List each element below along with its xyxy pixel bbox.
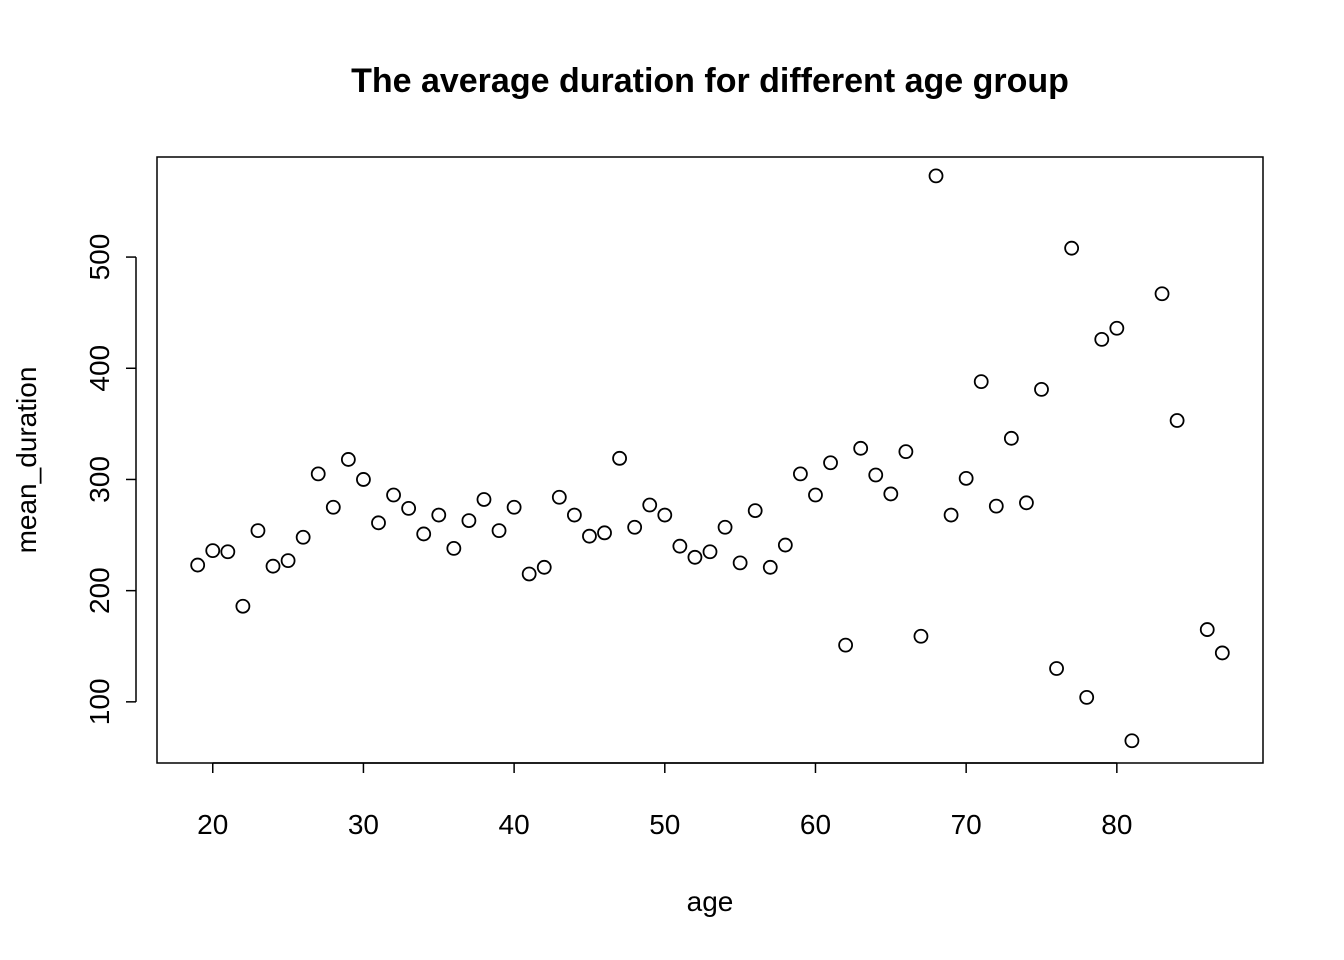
data-point — [265, 558, 281, 574]
data-point — [988, 498, 1004, 514]
data-point — [793, 466, 808, 482]
data-point — [687, 549, 703, 565]
data-point — [627, 519, 643, 535]
data-point — [1109, 320, 1125, 336]
data-point — [823, 455, 838, 471]
data-point — [1124, 733, 1140, 749]
data-point — [190, 557, 206, 573]
data-point — [1019, 495, 1034, 511]
data-point — [220, 544, 236, 560]
data-point — [1049, 661, 1064, 676]
data-point — [913, 628, 929, 644]
data-point — [506, 499, 522, 515]
data-point — [777, 537, 793, 553]
data-point — [642, 497, 658, 513]
x-axis-label: age — [687, 886, 734, 917]
data-point — [371, 515, 386, 531]
data-point — [566, 507, 582, 523]
data-point — [401, 500, 417, 516]
x-tick-label: 40 — [499, 809, 530, 840]
data-point — [612, 450, 627, 466]
data-point — [702, 544, 718, 560]
data-point — [205, 543, 221, 559]
y-tick-label: 500 — [84, 234, 115, 281]
data-point — [461, 513, 477, 528]
data-point — [356, 472, 371, 487]
y-axis-label: mean_duration — [11, 367, 42, 554]
data-point — [310, 466, 326, 482]
data-point — [853, 440, 869, 456]
data-point — [958, 470, 974, 486]
y-axis-ticks: 100 200 300 400 500 — [84, 234, 136, 725]
data-point — [868, 467, 884, 483]
x-tick-label: 20 — [197, 809, 228, 840]
data-point — [295, 529, 311, 545]
y-tick-label: 100 — [84, 678, 115, 725]
data-point — [838, 637, 854, 653]
data-point — [928, 168, 944, 184]
data-point — [1199, 622, 1215, 637]
data-point — [883, 486, 899, 502]
plot-frame — [156, 156, 1264, 764]
data-point — [536, 559, 552, 575]
y-tick-label: 200 — [84, 567, 115, 614]
data-point — [762, 559, 778, 575]
x-tick-label: 70 — [951, 809, 982, 840]
data-point — [597, 525, 612, 541]
data-point — [1214, 645, 1230, 661]
data-point — [747, 503, 763, 518]
chart-title: The average duration for different age g… — [351, 62, 1069, 100]
data-point — [1154, 286, 1170, 302]
data-point — [717, 519, 733, 535]
x-tick-label: 30 — [348, 809, 379, 840]
data-point — [582, 528, 597, 544]
data-point — [280, 553, 296, 569]
data-point — [235, 598, 251, 614]
data-point — [386, 487, 401, 503]
data-point — [340, 452, 356, 467]
data-point — [943, 507, 959, 523]
data-points — [190, 168, 1230, 749]
data-point — [325, 499, 341, 515]
data-point — [416, 526, 432, 542]
data-point — [898, 444, 914, 460]
data-point — [446, 540, 462, 556]
x-tick-label: 80 — [1101, 809, 1132, 840]
data-point — [808, 487, 823, 503]
data-point — [1079, 689, 1095, 705]
y-tick-label: 300 — [84, 456, 115, 503]
data-point — [1169, 413, 1185, 428]
data-point — [657, 507, 673, 523]
x-axis-ticks: 20 30 40 50 60 70 80 — [197, 763, 1132, 840]
data-point — [1064, 240, 1080, 256]
data-point — [491, 523, 507, 539]
data-point — [672, 538, 688, 554]
y-tick-label: 400 — [84, 345, 115, 392]
data-point — [1094, 331, 1110, 347]
data-point — [1034, 381, 1049, 397]
x-tick-label: 60 — [800, 809, 831, 840]
data-point — [521, 566, 537, 582]
x-tick-label: 50 — [649, 809, 680, 840]
data-point — [431, 507, 447, 523]
data-point — [1003, 430, 1019, 446]
data-point — [732, 555, 748, 571]
data-point — [551, 489, 567, 505]
data-point — [476, 492, 492, 507]
data-point — [250, 523, 266, 539]
data-point — [973, 374, 989, 390]
